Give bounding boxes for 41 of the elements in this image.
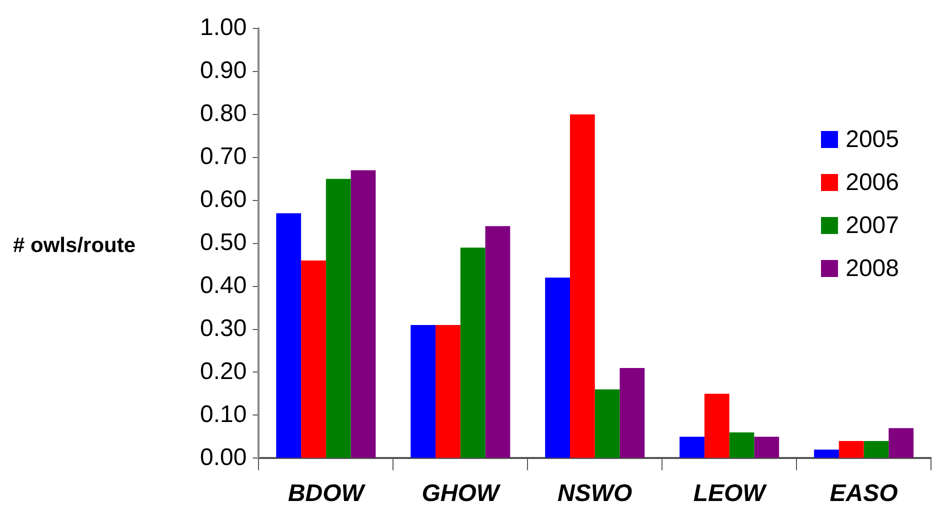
x-tick-label: BDOW <box>288 480 366 508</box>
y-tick-label: 0.10 <box>200 400 247 428</box>
y-tick-label: 0.30 <box>200 314 247 342</box>
bar <box>485 226 510 458</box>
bar <box>350 170 376 458</box>
x-tick-label: NSWO <box>558 480 633 508</box>
y-tick-label: 0.70 <box>200 142 247 170</box>
bar <box>864 441 889 458</box>
y-tick-label: 0.20 <box>200 358 247 385</box>
bar <box>888 428 914 458</box>
y-tick-label: 0.00 <box>200 444 247 471</box>
bar <box>754 436 780 458</box>
y-tick-label: 0.80 <box>200 100 247 127</box>
y-tick-label: 0.60 <box>200 186 247 213</box>
bar <box>729 432 754 458</box>
bar <box>594 389 620 458</box>
y-tick-label: 0.40 <box>200 272 247 299</box>
bar <box>704 394 730 458</box>
legend-label: 2006 <box>846 168 899 196</box>
bar <box>410 324 436 458</box>
bar <box>680 436 704 458</box>
bar <box>436 324 460 458</box>
legend-label: 2008 <box>846 254 899 282</box>
y-axis-title: # owls/route <box>13 234 136 258</box>
legend-label: 2005 <box>846 126 899 154</box>
bar <box>301 260 326 458</box>
bar <box>326 178 351 458</box>
bar <box>545 278 570 458</box>
y-tick-label: 1.00 <box>200 14 247 42</box>
bar <box>814 450 839 458</box>
bar <box>276 213 302 458</box>
x-tick-label: LEOW <box>693 480 768 508</box>
x-tick-label: GHOW <box>422 480 502 508</box>
bar <box>460 248 486 458</box>
bar <box>838 441 864 458</box>
legend-label: 2007 <box>846 212 899 240</box>
bar <box>620 368 645 458</box>
y-tick-label: 0.50 <box>200 228 247 256</box>
bar <box>570 114 595 458</box>
y-tick-label: 0.90 <box>200 57 247 84</box>
x-tick-label: EASO <box>830 480 898 508</box>
